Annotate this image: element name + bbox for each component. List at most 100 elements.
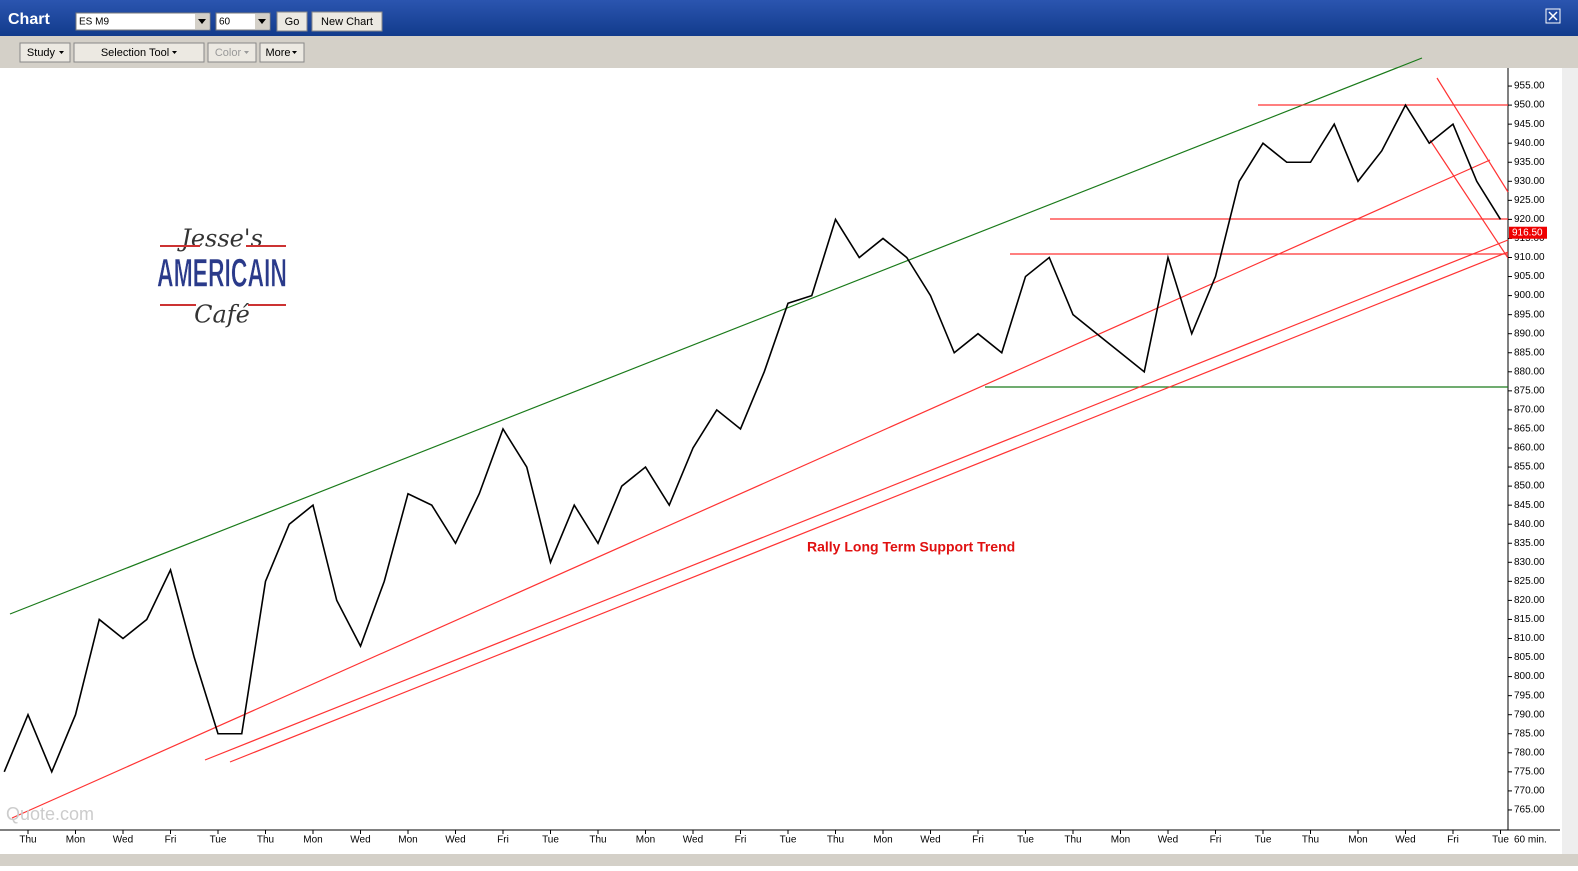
x-tick-label: Mon: [1111, 835, 1130, 846]
y-tick-label: 820.00: [1514, 595, 1545, 606]
x-tick-label: Thu: [589, 835, 606, 846]
y-tick-label: 805.00: [1514, 652, 1545, 663]
y-tick-label: 875.00: [1514, 385, 1545, 396]
x-tick-label: Wed: [113, 835, 133, 846]
y-tick-label: 800.00: [1514, 671, 1545, 682]
x-tick-label: Tue: [780, 835, 797, 846]
y-tick-label: 890.00: [1514, 328, 1545, 339]
x-tick-label: Thu: [19, 835, 36, 846]
x-tick-label: Mon: [1348, 835, 1367, 846]
x-tick-label: Mon: [66, 835, 85, 846]
y-tick-label: 905.00: [1514, 271, 1545, 282]
y-tick-label: 870.00: [1514, 405, 1545, 416]
x-tick-label: Mon: [636, 835, 655, 846]
y-tick-label: 950.00: [1514, 100, 1545, 111]
y-tick-label: 955.00: [1514, 81, 1545, 92]
x-tick-label: Wed: [1395, 835, 1415, 846]
x-tick-label: Tue: [1255, 835, 1272, 846]
y-tick-label: 855.00: [1514, 462, 1545, 473]
scrollbar[interactable]: [1562, 68, 1578, 858]
y-tick-label: 925.00: [1514, 195, 1545, 206]
y-tick-label: 935.00: [1514, 157, 1545, 168]
y-tick-label: 885.00: [1514, 347, 1545, 358]
study-label: Study: [27, 47, 56, 59]
y-tick-label: 900.00: [1514, 290, 1545, 301]
y-tick-label: 910.00: [1514, 252, 1545, 263]
y-tick-label: 835.00: [1514, 538, 1545, 549]
y-tick-label: 795.00: [1514, 690, 1545, 701]
y-tick-label: 940.00: [1514, 138, 1545, 149]
close-button[interactable]: [1545, 8, 1561, 24]
x-tick-label: Fri: [972, 835, 984, 846]
logo-line1: Jesse's: [176, 225, 263, 253]
x-tick-label: Thu: [1302, 835, 1319, 846]
y-tick-label: 775.00: [1514, 766, 1545, 777]
y-tick-label: 945.00: [1514, 119, 1545, 130]
annotation: Rally Long Term Support Trend: [807, 539, 1015, 555]
selection-tool-label: Selection Tool: [101, 47, 169, 59]
new-chart-button[interactable]: [311, 11, 383, 32]
go-label: Go: [285, 16, 300, 28]
y-tick-label: 815.00: [1514, 614, 1545, 625]
trend-lines: [9, 57, 1509, 819]
y-tick-label: 860.00: [1514, 443, 1545, 454]
x-tick-label: Fri: [165, 835, 177, 846]
y-tick-label: 845.00: [1514, 500, 1545, 511]
new-chart-label: New Chart: [321, 16, 373, 28]
y-tick-label: 770.00: [1514, 786, 1545, 797]
color-label: Color: [215, 47, 242, 59]
symbol-text: ES M9: [79, 17, 109, 28]
y-tick-label: 840.00: [1514, 519, 1545, 530]
study-button[interactable]: [19, 42, 71, 63]
selection-tool-button[interactable]: [73, 42, 205, 63]
symbol-input[interactable]: [75, 12, 211, 31]
y-tick-label: 780.00: [1514, 747, 1545, 758]
price-line: [3, 103, 1502, 774]
logo-line3: Café: [194, 301, 250, 329]
y-tick-label: 790.00: [1514, 709, 1545, 720]
color-button[interactable]: [207, 42, 257, 63]
x-tick-label: Tue: [542, 835, 559, 846]
x-tick-label: Thu: [1064, 835, 1081, 846]
y-tick-label: 865.00: [1514, 424, 1545, 435]
x-tick-label: Fri: [1447, 835, 1459, 846]
more-button[interactable]: [259, 42, 305, 63]
x-tick-label: Wed: [920, 835, 940, 846]
x-tick-label: Wed: [445, 835, 465, 846]
logo: Jesse's AMERICAIN Café: [157, 225, 288, 329]
status-bar: [0, 854, 1578, 866]
y-tick-label: 825.00: [1514, 576, 1545, 587]
watermark: Quote.com: [6, 804, 94, 824]
y-tick-label: 785.00: [1514, 728, 1545, 739]
x-tick-label: Thu: [827, 835, 844, 846]
x-tick-label: Mon: [303, 835, 322, 846]
x-tick-label: Thu: [257, 835, 274, 846]
last-price-label: 916.50: [1512, 227, 1543, 238]
window-title: Chart: [8, 11, 50, 28]
x-tick-label: Mon: [873, 835, 892, 846]
y-tick-label: 880.00: [1514, 366, 1545, 377]
x-tick-label: Fri: [1210, 835, 1222, 846]
y-tick-label: 810.00: [1514, 633, 1545, 644]
x-tick-label: Tue: [1492, 835, 1509, 846]
x-tick-label: Tue: [210, 835, 227, 846]
interval-text: 60: [219, 17, 231, 28]
go-button[interactable]: [276, 11, 308, 32]
y-tick-label: 765.00: [1514, 805, 1545, 816]
more-label: More: [265, 47, 290, 59]
y-tick-label: 895.00: [1514, 309, 1545, 320]
x-tick-label: Wed: [1158, 835, 1178, 846]
last-price-marker: [1509, 226, 1547, 239]
y-tick-label: 850.00: [1514, 481, 1545, 492]
x-tick-label: Mon: [398, 835, 417, 846]
y-tick-label: 830.00: [1514, 557, 1545, 568]
x-tick-label: Fri: [497, 835, 509, 846]
x-tick-label: Wed: [350, 835, 370, 846]
logo-line2: AMERICAIN: [157, 252, 287, 296]
y-axis-area: [1508, 68, 1560, 830]
x-tick-label: Wed: [683, 835, 703, 846]
x-unit-label: 60 min.: [1514, 835, 1547, 846]
y-tick-label: 920.00: [1514, 214, 1545, 225]
